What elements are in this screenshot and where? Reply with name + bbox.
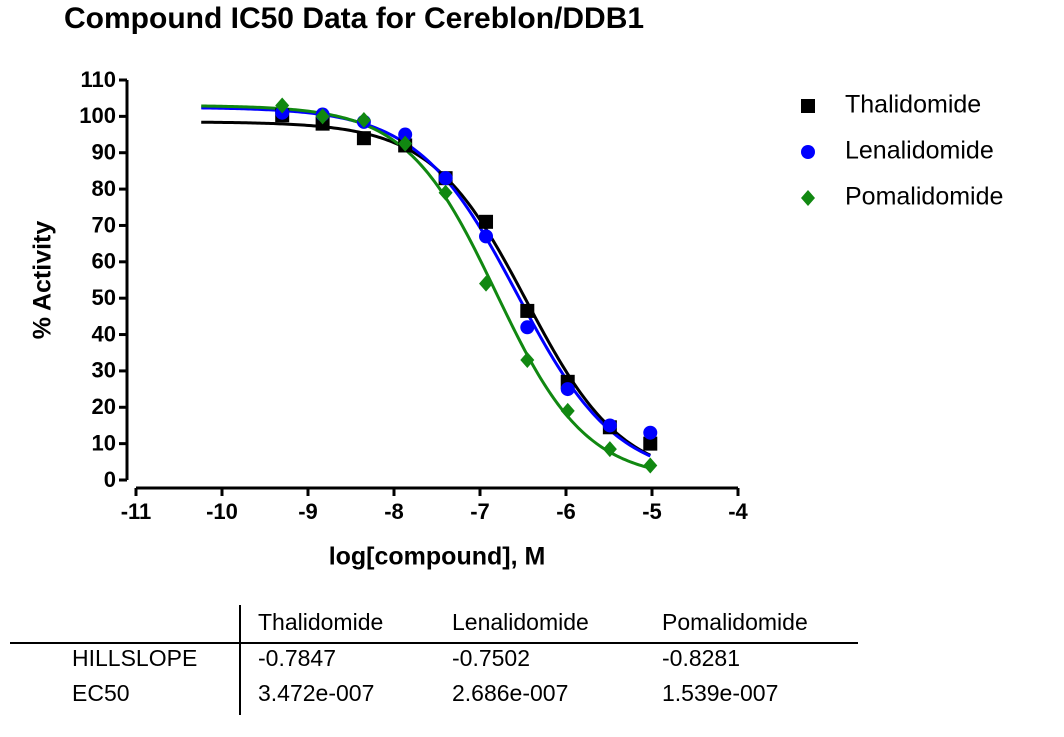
data-point	[275, 97, 290, 114]
data-point	[479, 275, 494, 292]
y-tick-label: 80	[92, 176, 116, 201]
y-tick-label: 20	[92, 394, 116, 419]
x-tick-label: -6	[556, 499, 576, 524]
data-point	[801, 190, 815, 206]
data-point	[520, 303, 535, 318]
data-point	[643, 436, 658, 451]
x-tick-label: -8	[384, 499, 404, 524]
table-cell: 3.472e-007	[258, 680, 374, 706]
legend-label: Thalidomide	[845, 91, 981, 119]
fit-curve	[201, 106, 651, 458]
y-tick-label: 10	[92, 430, 116, 455]
table-cell: HILLSLOPE	[72, 645, 197, 671]
x-tick-label: -5	[642, 499, 662, 524]
data-point	[801, 99, 815, 113]
data-point	[801, 145, 815, 159]
chart-title: Compound IC50 Data for Cereblon/DDB1	[64, 2, 644, 35]
data-point	[479, 214, 494, 229]
data-point	[520, 352, 535, 368]
legend-label: Pomalidomide	[845, 183, 1003, 211]
data-point	[520, 320, 535, 335]
data-point	[643, 425, 658, 440]
y-tick-label: 100	[79, 103, 116, 128]
y-tick-label: 60	[92, 249, 116, 274]
y-tick-label: 90	[92, 140, 116, 165]
table-cell: EC50	[72, 680, 130, 706]
y-tick-label: 50	[92, 285, 116, 310]
data-point	[438, 171, 453, 186]
data-point	[560, 382, 575, 397]
y-tick-label: 30	[92, 358, 116, 383]
y-tick-label: 40	[92, 321, 116, 346]
data-point	[479, 229, 494, 244]
data-point	[356, 131, 371, 146]
x-tick-label: -11	[121, 499, 152, 524]
table-cell: -0.8281	[662, 645, 740, 671]
x-tick-label: -4	[728, 499, 748, 524]
table-cell: 2.686e-007	[452, 680, 568, 706]
data-point	[602, 441, 617, 458]
table-cell: 1.539e-007	[662, 680, 778, 706]
data-point	[356, 112, 371, 128]
y-axis-label: % Activity	[29, 221, 57, 340]
table-header: Pomalidomide	[662, 609, 808, 635]
x-tick-label: -9	[298, 499, 318, 524]
data-point	[602, 418, 617, 433]
table-header: Thalidomide	[258, 609, 383, 635]
x-tick-label: -10	[206, 499, 238, 524]
y-tick-label: 70	[92, 212, 116, 237]
y-tick-label: 0	[104, 467, 116, 492]
data-point	[560, 402, 575, 419]
x-axis-label: log[compound], M	[329, 543, 546, 571]
table-cell: -0.7502	[452, 645, 530, 671]
table-cell: -0.7847	[258, 645, 336, 671]
y-tick-label: 110	[81, 67, 117, 92]
data-point	[398, 135, 413, 152]
x-tick-label: -7	[470, 499, 490, 524]
data-point	[398, 127, 413, 142]
data-point	[315, 108, 330, 125]
table-header: Lenalidomide	[452, 609, 589, 635]
data-point	[643, 457, 658, 474]
legend-label: Lenalidomide	[845, 137, 994, 165]
data-point	[438, 184, 453, 201]
